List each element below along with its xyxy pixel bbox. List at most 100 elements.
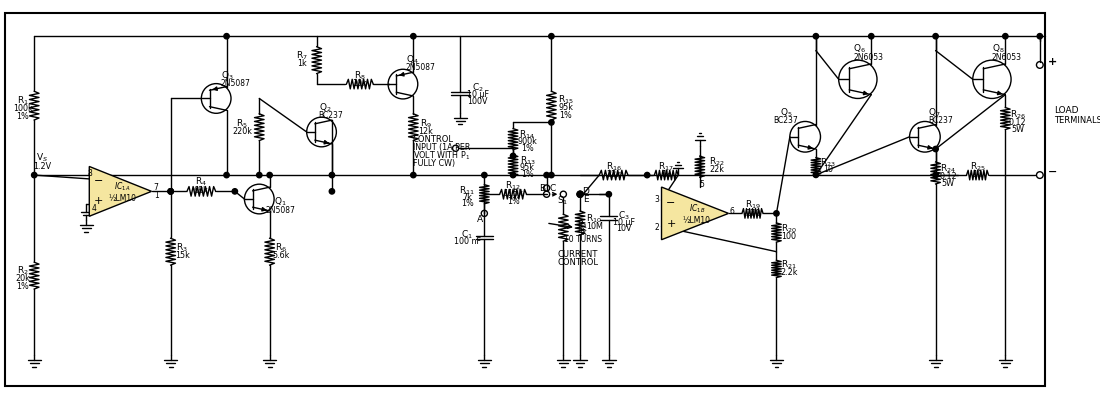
Circle shape [1037, 34, 1043, 39]
Text: TERMINALS: TERMINALS [1054, 115, 1100, 124]
Circle shape [482, 172, 487, 178]
Text: R$_2$: R$_2$ [16, 265, 29, 277]
Text: C: C [549, 184, 556, 192]
Text: 900k: 900k [517, 136, 538, 146]
Text: +: + [667, 219, 675, 229]
Text: 220k: 220k [232, 126, 252, 136]
Text: 12k: 12k [418, 126, 433, 136]
Text: Q$_7$: Q$_7$ [927, 107, 940, 119]
Text: 10k: 10k [352, 79, 367, 88]
Text: R$_{17}$: R$_{17}$ [659, 160, 674, 173]
Text: BC237: BC237 [927, 116, 953, 125]
Circle shape [933, 146, 938, 152]
Text: 0.12: 0.12 [1009, 118, 1026, 127]
Text: CONTROL: CONTROL [558, 258, 598, 267]
Text: 10 μF: 10 μF [466, 90, 488, 99]
Text: P$_1$: P$_1$ [578, 218, 588, 231]
Text: 7k: 7k [462, 193, 472, 201]
Text: LOAD: LOAD [1054, 106, 1079, 115]
Text: IC$_{1A}$: IC$_{1A}$ [114, 180, 131, 193]
Circle shape [549, 34, 554, 39]
Text: −: − [95, 176, 103, 186]
Text: R$_{13}$: R$_{13}$ [519, 154, 536, 167]
Circle shape [549, 120, 554, 125]
Text: 100k: 100k [13, 104, 33, 113]
Text: 100V: 100V [468, 97, 488, 106]
Text: −: − [667, 198, 675, 208]
Circle shape [168, 189, 174, 194]
Text: 2: 2 [654, 223, 659, 232]
Text: 3: 3 [654, 195, 659, 204]
Text: 1%: 1% [521, 144, 534, 153]
Circle shape [410, 34, 416, 39]
Text: R$_{10}$: R$_{10}$ [586, 213, 603, 225]
Text: R$_{19}$: R$_{19}$ [745, 199, 760, 211]
Text: 15k: 15k [175, 251, 189, 260]
Text: 22k: 22k [710, 165, 725, 174]
Text: 68k: 68k [194, 186, 209, 195]
Circle shape [933, 34, 938, 39]
Circle shape [869, 34, 873, 39]
Text: 5W: 5W [942, 179, 955, 188]
Text: 10 TURNS: 10 TURNS [563, 235, 602, 244]
Circle shape [224, 34, 229, 39]
Text: 22k: 22k [606, 170, 621, 179]
Text: ½LM10: ½LM10 [108, 194, 136, 203]
Text: 1.2V: 1.2V [33, 162, 51, 171]
Circle shape [510, 172, 516, 178]
Text: R$_{12}$: R$_{12}$ [505, 180, 521, 192]
Circle shape [813, 172, 818, 178]
Text: 5.6k: 5.6k [273, 251, 289, 260]
Circle shape [933, 172, 938, 178]
Text: Q$_8$: Q$_8$ [992, 42, 1004, 55]
Text: 1k: 1k [297, 59, 307, 67]
Text: 5: 5 [700, 180, 704, 189]
Circle shape [645, 172, 650, 178]
Text: R$_{11}$: R$_{11}$ [459, 184, 475, 197]
Text: R$_{20}$: R$_{20}$ [781, 223, 796, 235]
Text: Q$_5$: Q$_5$ [780, 107, 792, 119]
Text: 270: 270 [745, 209, 760, 218]
Text: R$_3$: R$_3$ [176, 242, 188, 254]
Text: V$_S$: V$_S$ [36, 152, 48, 164]
Text: 10 μF: 10 μF [613, 217, 635, 227]
Text: 1%: 1% [16, 112, 29, 120]
Text: R$_{15}$: R$_{15}$ [558, 94, 574, 106]
Circle shape [329, 189, 334, 194]
Text: 2N6053: 2N6053 [992, 53, 1022, 62]
Text: R$_{25}$: R$_{25}$ [969, 160, 986, 173]
Text: 4: 4 [91, 204, 97, 213]
Text: R$_7$: R$_7$ [297, 49, 308, 61]
Text: 6: 6 [730, 207, 735, 216]
Circle shape [813, 34, 818, 39]
Text: D: D [582, 187, 590, 196]
Text: 1%: 1% [560, 111, 572, 120]
Text: R$_{23}$: R$_{23}$ [821, 156, 836, 169]
Text: R$_4$: R$_4$ [196, 176, 207, 188]
Text: 8: 8 [88, 169, 92, 178]
Circle shape [773, 211, 779, 216]
Text: BC237: BC237 [319, 111, 343, 120]
Text: C$_1$: C$_1$ [461, 228, 473, 241]
Text: R$_{14}$: R$_{14}$ [519, 128, 536, 140]
Circle shape [1003, 34, 1008, 39]
Circle shape [168, 189, 174, 194]
Text: 2.2k: 2.2k [780, 268, 798, 277]
Circle shape [32, 172, 37, 178]
Text: 10M: 10M [586, 222, 603, 231]
Text: 5k: 5k [578, 227, 587, 237]
Text: 100 nF: 100 nF [453, 237, 481, 246]
Text: +: + [95, 196, 103, 206]
Text: 1%: 1% [507, 197, 519, 206]
Text: 95k: 95k [520, 163, 535, 172]
Circle shape [267, 172, 273, 178]
Text: S$_1$: S$_1$ [557, 194, 568, 207]
Text: 100: 100 [781, 232, 796, 241]
Text: CURRENT: CURRENT [558, 250, 598, 259]
Text: E: E [583, 195, 588, 204]
Text: R$_5$: R$_5$ [236, 117, 248, 130]
Text: 10: 10 [824, 165, 834, 174]
Text: FULLY CW): FULLY CW) [412, 159, 454, 168]
Circle shape [510, 153, 516, 159]
Text: +: + [1047, 57, 1057, 67]
